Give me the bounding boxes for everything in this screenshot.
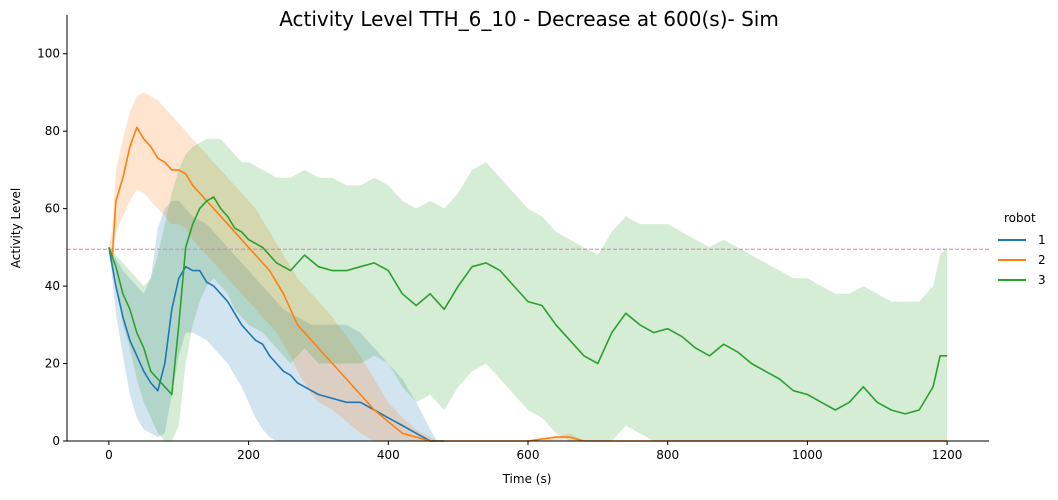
x-tick-label: 0: [105, 448, 113, 462]
legend-entry-robot-2: 2: [1038, 253, 1046, 267]
x-tick-label: 400: [377, 448, 400, 462]
y-tick-label: 40: [45, 279, 60, 293]
y-tick-label: 80: [45, 124, 60, 138]
confidence-bands: [108, 92, 948, 441]
line-robot-1: [108, 247, 445, 442]
x-tick-label: 200: [237, 448, 260, 462]
axes: 0 200 400 600 800 1000 1200 0 20 40 60 80 100: [37, 15, 989, 462]
legend-title: robot: [1004, 211, 1036, 225]
x-tick-label: 1200: [932, 448, 963, 462]
x-tick-label: 600: [517, 448, 540, 462]
x-tick-label: 1000: [792, 448, 823, 462]
y-tick-label: 100: [37, 47, 60, 61]
y-tick-label: 0: [52, 434, 60, 448]
band-robot-1: [108, 200, 445, 441]
legend-entry-robot-3: 3: [1038, 273, 1046, 287]
legend: robot 1 2 3: [998, 211, 1046, 287]
band-robot-2: [108, 92, 948, 441]
band-robot-3: [108, 138, 948, 441]
chart-title: Activity Level TTH_6_10 - Decrease at 60…: [279, 7, 779, 31]
y-tick-label: 20: [45, 357, 60, 371]
x-tick-label: 800: [656, 448, 679, 462]
y-axis-label: Activity Level: [9, 188, 23, 268]
line-robot-3: [108, 196, 948, 415]
y-tick-label: 60: [45, 202, 60, 216]
legend-entry-robot-1: 1: [1038, 233, 1046, 247]
x-axis-label: Time (s): [502, 472, 552, 486]
